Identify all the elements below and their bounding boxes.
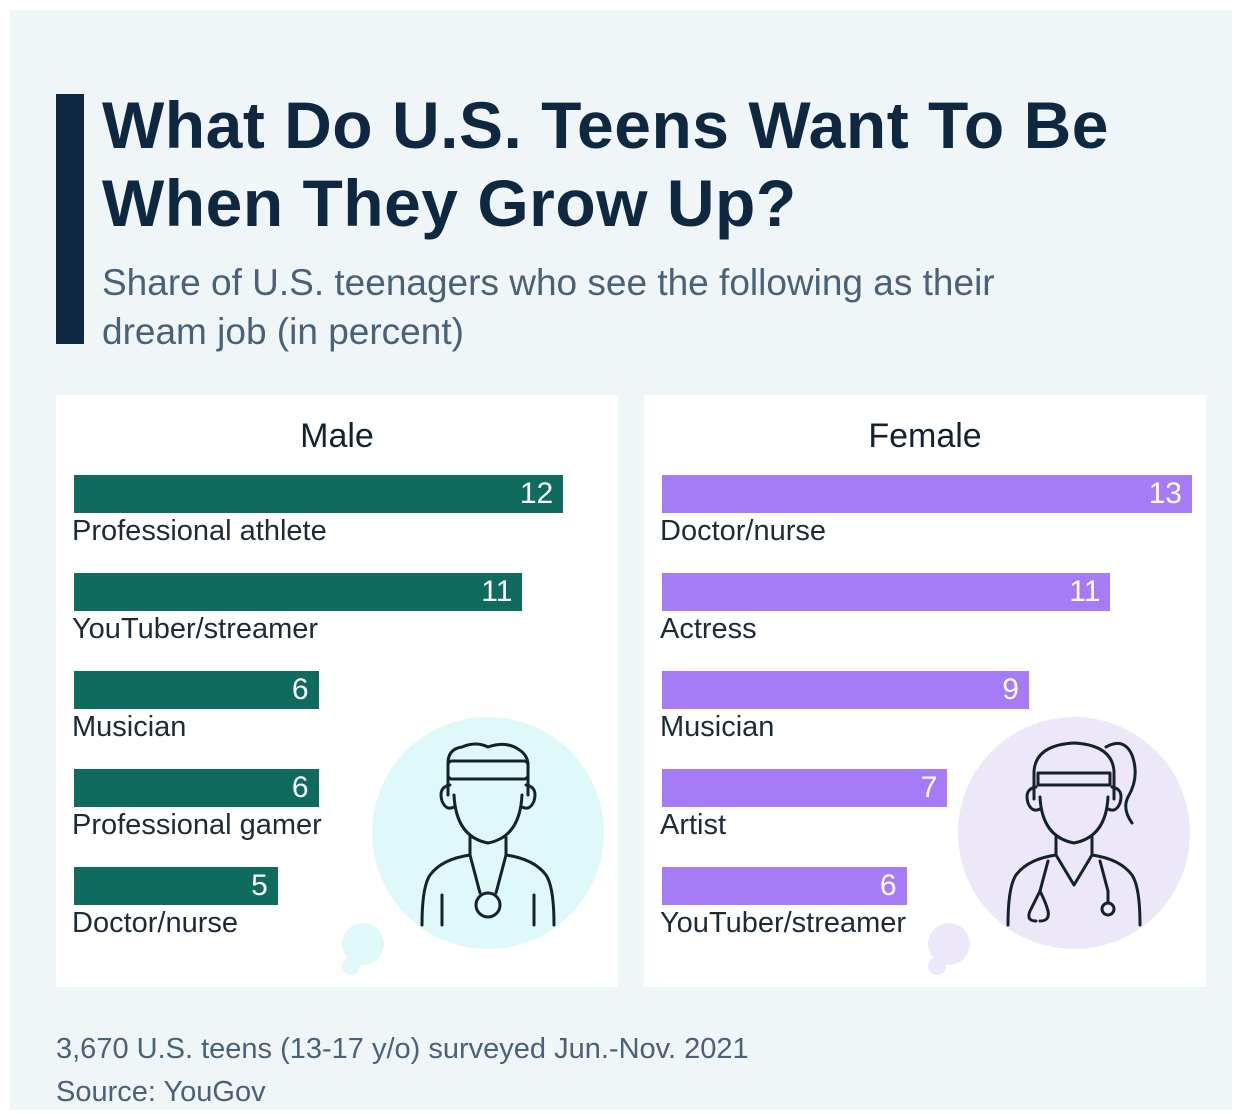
female-bar-value-4: 7 bbox=[920, 771, 938, 804]
male-bar-2: 11 bbox=[74, 573, 523, 611]
female-bar-label-5: YouTuber/streamer bbox=[660, 907, 907, 939]
female-bar-1: 13 bbox=[662, 475, 1192, 513]
female-bar-label-4: Artist bbox=[660, 809, 727, 841]
female-bar-5: 6 bbox=[662, 867, 907, 905]
male-panel-title: Male bbox=[300, 417, 374, 455]
source-note: Source: YouGov bbox=[56, 1076, 266, 1108]
male-bar-label-1: Professional athlete bbox=[72, 515, 327, 547]
male-bar-label-2: YouTuber/streamer bbox=[72, 613, 319, 645]
thought-bubble bbox=[372, 717, 604, 949]
thought-bubble-dot-small bbox=[928, 957, 946, 975]
male-bar-label-3: Musician bbox=[72, 711, 187, 743]
male-bar-5: 5 bbox=[74, 867, 278, 905]
title-accent-bar bbox=[56, 94, 84, 344]
female-bar-4: 7 bbox=[662, 769, 948, 807]
footer: 3,670 U.S. teens (13-17 y/o) surveyed Ju… bbox=[56, 1028, 956, 1114]
female-bar-label-2: Actress bbox=[660, 613, 757, 645]
male-panel: Male 12 Professional athlete 11 YouTuber/st… bbox=[56, 395, 618, 987]
male-bar-value-2: 11 bbox=[481, 575, 513, 608]
male-bar-label-5: Doctor/nurse bbox=[72, 907, 239, 939]
female-bar-2: 11 bbox=[662, 573, 1111, 611]
chart-card: What Do U.S. Teens Want To Be When They … bbox=[10, 10, 1232, 1110]
female-bar-label-1: Doctor/nurse bbox=[660, 515, 827, 547]
male-bar-3: 6 bbox=[74, 671, 319, 709]
female-bar-value-1: 13 bbox=[1148, 477, 1182, 510]
athlete-with-medal-icon bbox=[420, 742, 556, 927]
male-bar-value-4: 6 bbox=[291, 771, 309, 804]
female-panel-title: Female bbox=[868, 417, 982, 455]
male-bar-value-1: 12 bbox=[519, 477, 554, 510]
male-bar-1: 12 bbox=[74, 475, 564, 513]
male-bar-value-3: 6 bbox=[291, 673, 309, 706]
female-bar-value-5: 6 bbox=[879, 869, 897, 902]
male-bar-4: 6 bbox=[74, 769, 319, 807]
female-panel: Female 13 Doctor/nurse 11 Actress 9 Musician 7… bbox=[644, 395, 1206, 987]
chart-subtitle: Share of U.S. teenagers who see the foll… bbox=[102, 262, 995, 352]
doctor-with-stethoscope-icon bbox=[1006, 741, 1142, 927]
female-bar-value-2: 11 bbox=[1069, 575, 1101, 608]
male-bar-value-5: 5 bbox=[251, 869, 268, 902]
female-bar-3: 9 bbox=[662, 671, 1029, 709]
female-bar-value-3: 9 bbox=[1002, 673, 1019, 706]
survey-note: 3,670 U.S. teens (13-17 y/o) surveyed Ju… bbox=[56, 1033, 749, 1065]
thought-bubble-dot-small bbox=[342, 957, 360, 975]
female-bar-label-3: Musician bbox=[660, 711, 775, 743]
chart-title: What Do U.S. Teens Want To Be When They … bbox=[102, 88, 1109, 240]
male-bar-label-4: Professional gamer bbox=[72, 809, 322, 841]
thought-bubble bbox=[958, 717, 1190, 949]
